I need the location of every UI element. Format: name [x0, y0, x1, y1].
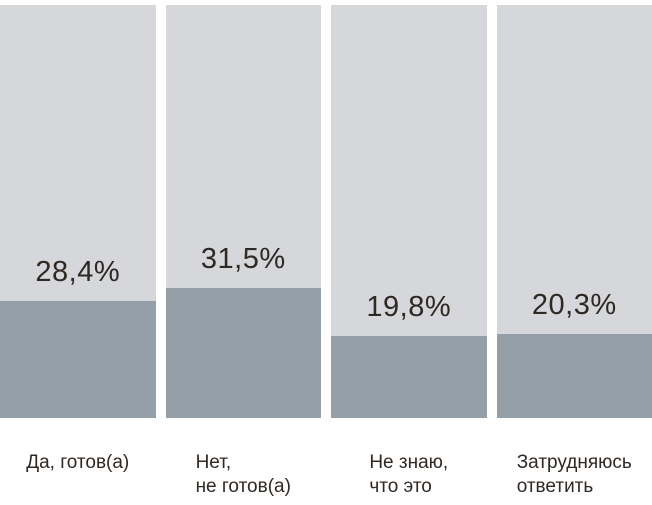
- bar-value-label: 19,8%: [366, 291, 452, 324]
- bar-track-yes: 28,4%: [0, 5, 156, 418]
- category-line: ответить: [516, 476, 594, 497]
- category-line: Не знаю,: [369, 452, 449, 473]
- bar-value-label: 28,4%: [35, 255, 121, 288]
- category-label-hard-to-answer: Затрудняюсь ответить: [497, 451, 652, 499]
- bar-value-label: 31,5%: [200, 242, 286, 275]
- bar-value-label: 20,3%: [531, 289, 617, 322]
- category-label-no: Нет, не готов(а): [166, 451, 322, 499]
- bar-fill: [0, 300, 156, 418]
- bar-fill: [496, 334, 652, 418]
- bar-track-no: 31,5%: [165, 5, 321, 418]
- bar-fill: [165, 287, 321, 418]
- category-label-yes: Да, готов(а): [0, 451, 156, 499]
- bar-track-dont-know: 19,8%: [331, 5, 487, 418]
- category-line: Да, готов(а): [26, 452, 130, 473]
- bar-fill: [331, 336, 487, 418]
- category-line: Затрудняюсь: [516, 452, 632, 473]
- category-line: что это: [369, 476, 432, 497]
- category-labels-row: Да, готов(а) Нет, не готов(а) Не знаю, ч…: [0, 451, 652, 499]
- bars-row: 28,4% 31,5% 19,8% 20,3%: [0, 5, 652, 418]
- category-line: не готов(а): [195, 476, 291, 497]
- category-label-dont-know: Не знаю, что это: [331, 451, 487, 499]
- category-line: Нет,: [195, 452, 232, 473]
- bar-track-hard-to-answer: 20,3%: [496, 5, 652, 418]
